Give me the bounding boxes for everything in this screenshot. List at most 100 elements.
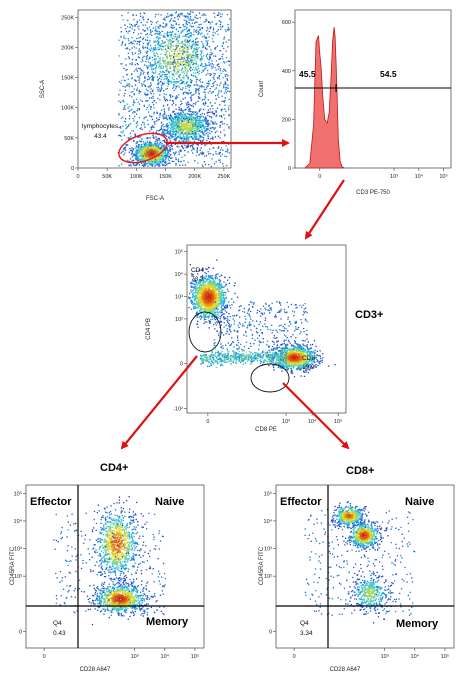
event-dot [214,73,216,75]
event-dot [152,148,154,150]
event-dot [147,146,149,148]
tick-label: 200K [61,45,74,51]
event-dot [147,75,149,78]
event-dot [202,103,204,105]
event-dot [188,116,190,119]
event-dot [175,97,178,99]
event-dot [184,113,186,115]
event-dot [169,119,172,121]
event-dot [187,138,189,140]
event-dot [157,144,160,146]
event-dot [169,14,171,16]
event-dot [206,87,208,89]
event-dot [184,44,186,46]
event-dot [215,55,217,57]
event-dot [138,89,141,91]
event-dot [186,126,188,128]
event-dot [196,135,198,138]
event-dot [187,132,189,134]
event-dot [184,109,186,111]
event-dot [137,101,139,103]
event-dot [167,155,169,157]
event-dot [203,313,205,315]
event-dot [156,156,158,158]
event-dot [151,149,153,152]
event-dot [161,162,163,165]
event-dot [169,52,171,54]
event-dot [180,149,182,151]
event-dot [166,65,168,68]
event-dot [187,33,189,35]
event-dot [199,109,201,111]
event-dot [220,21,222,23]
event-dot [195,66,197,68]
event-dot [144,145,146,147]
event-dot [157,162,159,165]
event-dot [198,130,200,132]
event-dot [225,145,227,147]
event-dot [210,303,212,305]
event-dot [132,154,134,156]
event-dot [171,123,173,125]
event-dot [163,93,165,95]
event-dot [163,97,166,99]
event-dot [233,285,236,287]
event-dot [142,164,144,166]
event-dot [182,43,184,45]
event-dot [140,32,142,35]
event-dot [140,61,142,63]
event-dot [206,125,208,128]
event-dot [151,126,154,128]
event-dot [202,125,204,127]
event-dot [186,139,188,141]
event-dot [162,70,164,72]
event-dot [186,54,189,56]
event-dot [177,113,179,115]
event-dot [177,42,179,44]
event-dot [195,90,197,92]
event-dot [195,89,197,92]
event-dot [197,26,199,28]
event-dot [189,13,191,15]
event-dot [163,133,165,135]
event-dot [154,16,156,18]
event-dot [192,106,194,108]
event-dot [215,111,217,113]
event-dot [177,136,179,138]
event-dot [210,73,212,75]
event-dot [189,115,191,117]
event-dot [157,151,159,153]
event-dot [148,65,150,67]
event-dot [219,279,222,282]
event-dot [170,120,173,122]
event-dot [165,23,167,25]
event-dot [216,282,218,285]
event-dot [202,46,204,48]
event-dot [124,43,127,45]
event-dot [202,116,205,118]
event-dot [158,129,161,132]
event-dot [125,143,127,146]
event-dot [165,48,167,50]
event-dot [146,144,148,146]
event-dot [212,267,214,269]
event-dot [169,55,171,57]
event-dot [213,301,215,303]
event-dot [185,87,187,89]
event-dot [174,58,176,61]
event-dot [133,43,135,45]
event-dot [213,55,215,57]
event-dot [133,154,135,156]
event-dot [183,51,185,53]
event-dot [180,79,183,81]
event-dot [168,71,170,74]
event-dot [215,288,217,290]
event-dot [183,128,186,130]
event-dot [179,112,182,114]
event-dot [199,26,201,29]
event-dot [204,310,206,313]
event-dot [174,117,176,119]
event-dot [161,87,163,90]
event-dot [198,292,200,295]
event-dot [181,118,183,121]
